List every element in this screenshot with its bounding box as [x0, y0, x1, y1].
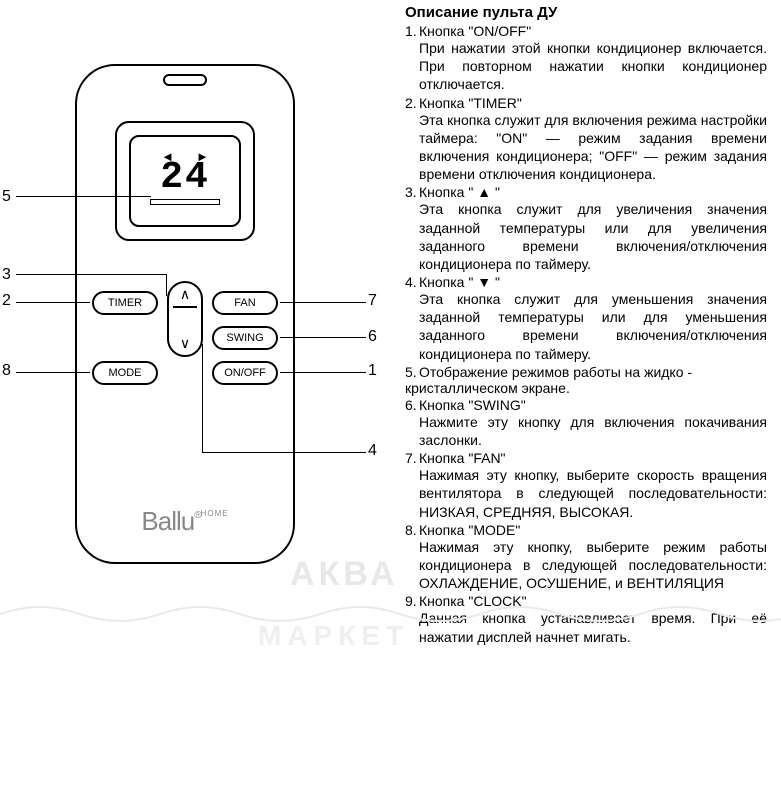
item-body: Нажмите эту кнопку для включения покачив… — [405, 413, 767, 449]
description-item: 5.Отображение режимов работы на жидко - … — [405, 364, 767, 396]
remote-body: ◄ ► 24 TIMER FAN SWING MODE ON/OFF ∧ ∨ B… — [75, 64, 295, 564]
description-item: 2.Кнопка "TIMER"Эта кнопка служит для вк… — [405, 95, 767, 184]
item-title: 6.Кнопка "SWING" — [405, 397, 767, 413]
ir-window — [163, 74, 207, 86]
callout-1: 1 — [368, 362, 377, 380]
fan-button[interactable]: FAN — [212, 291, 278, 315]
callout-6: 6 — [368, 328, 377, 346]
callout-3: 3 — [2, 266, 11, 284]
description-item: 8.Кнопка "MODE"Нажимая эту кнопку, выбер… — [405, 522, 767, 593]
brand-logo: Ballu®HOME — [141, 506, 228, 537]
description-item: 6.Кнопка "SWING"Нажмите эту кнопку для в… — [405, 397, 767, 449]
callout-8: 8 — [2, 362, 11, 380]
timer-button[interactable]: TIMER — [92, 291, 158, 315]
item-body: При нажатии этой кнопки кондиционер вклю… — [405, 39, 767, 94]
callout-4: 4 — [368, 442, 377, 460]
item-title: 8.Кнопка "MODE" — [405, 522, 767, 538]
watermark-wave — [0, 600, 781, 624]
item-body: Эта кнопка служит для включения режима н… — [405, 111, 767, 184]
item-title: 7.Кнопка "FAN" — [405, 450, 767, 466]
temp-up-button[interactable]: ∧ — [169, 283, 201, 306]
description-list: 1.Кнопка "ON/OFF"При нажатии этой кнопки… — [405, 23, 767, 646]
description-item: 7.Кнопка "FAN"Нажимая эту кнопку, выбери… — [405, 450, 767, 521]
up-down-rocker[interactable]: ∧ ∨ — [167, 281, 203, 357]
callout-2: 2 — [2, 292, 11, 310]
remote-diagram: ◄ ► 24 TIMER FAN SWING MODE ON/OFF ∧ ∨ B… — [0, 4, 405, 604]
item-title: 4.Кнопка " ▼ " — [405, 274, 767, 290]
item-body: Нажимая эту кнопку, выберите режим работ… — [405, 538, 767, 593]
item-title: 5.Отображение режимов работы на жидко - … — [405, 364, 767, 396]
onoff-button[interactable]: ON/OFF — [212, 361, 278, 385]
description-column: Описание пульта ДУ 1.Кнопка "ON/OFF"При … — [405, 4, 773, 647]
item-body: Эта кнопка служит для увеличения значени… — [405, 200, 767, 273]
mode-button[interactable]: MODE — [92, 361, 158, 385]
description-item: 3.Кнопка " ▲ "Эта кнопка служит для увел… — [405, 184, 767, 273]
callout-5: 5 — [2, 188, 11, 206]
lcd-screen: ◄ ► 24 — [115, 121, 255, 241]
description-item: 4.Кнопка " ▼ "Эта кнопка служит для умен… — [405, 274, 767, 363]
lcd-indicator-bar — [150, 199, 220, 205]
item-body: Нажимая эту кнопку, выберите скорость вр… — [405, 466, 767, 521]
swing-button[interactable]: SWING — [212, 326, 278, 350]
description-heading: Описание пульта ДУ — [405, 4, 767, 21]
item-title: 1.Кнопка "ON/OFF" — [405, 23, 767, 39]
lcd-temperature: 24 — [160, 159, 210, 197]
item-title: 3.Кнопка " ▲ " — [405, 184, 767, 200]
item-title: 2.Кнопка "TIMER" — [405, 95, 767, 111]
item-body: Эта кнопка служит для уменьшения значени… — [405, 290, 767, 363]
description-item: 1.Кнопка "ON/OFF"При нажатии этой кнопки… — [405, 23, 767, 94]
callout-7: 7 — [368, 292, 377, 310]
temp-down-button[interactable]: ∨ — [169, 332, 201, 355]
